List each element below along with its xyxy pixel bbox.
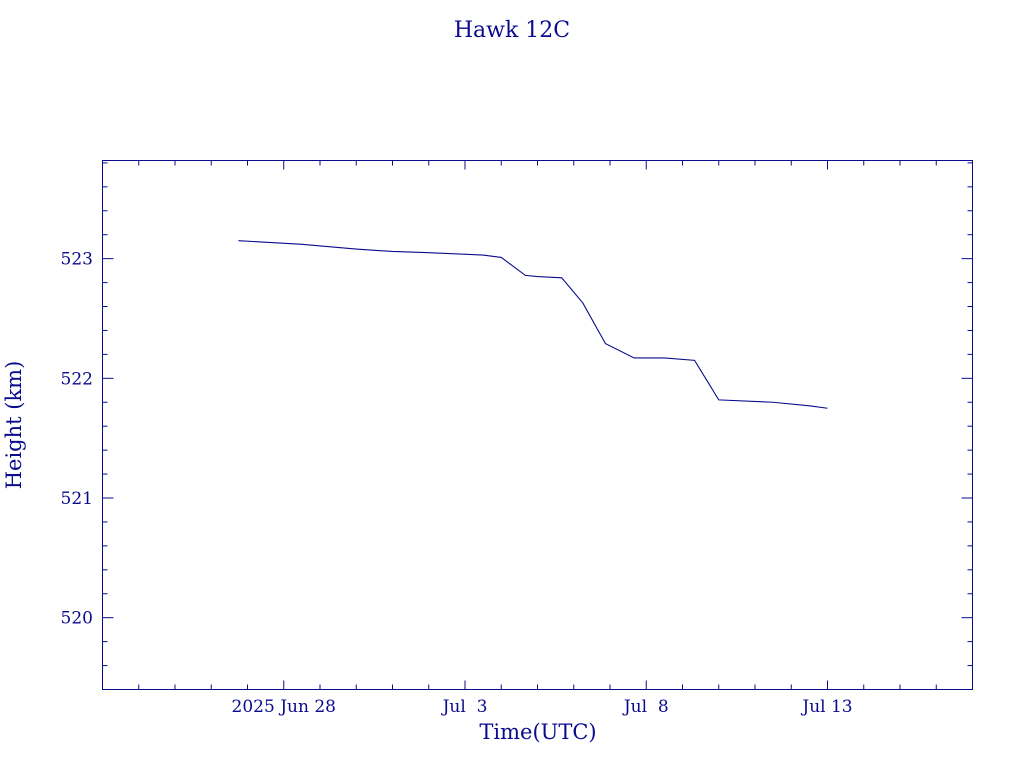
- axis-ticks: [102, 160, 973, 690]
- plot-frame: [102, 160, 973, 690]
- y-tick-label: 521: [61, 489, 93, 509]
- x-tick-label: 2025 Jun 28: [232, 697, 336, 717]
- y-tick-label: 523: [61, 250, 93, 270]
- x-tick-label: Jul 3: [441, 697, 488, 717]
- height-series-line: [238, 240, 828, 409]
- x-axis-label: Time(UTC): [479, 720, 596, 744]
- x-tick-label: Jul 8: [622, 697, 669, 717]
- x-tick-label: Jul 13: [800, 697, 852, 717]
- y-tick-label: 520: [61, 609, 93, 629]
- y-tick-labels: 523 522 521 520: [61, 250, 93, 629]
- plot-area: [102, 160, 973, 690]
- x-tick-labels: 2025 Jun 28 Jul 3 Jul 8 Jul 13: [232, 697, 853, 717]
- y-tick-label: 522: [61, 369, 93, 389]
- y-axis-label: Height (km): [2, 361, 26, 490]
- chart-title: Hawk 12C: [454, 18, 570, 43]
